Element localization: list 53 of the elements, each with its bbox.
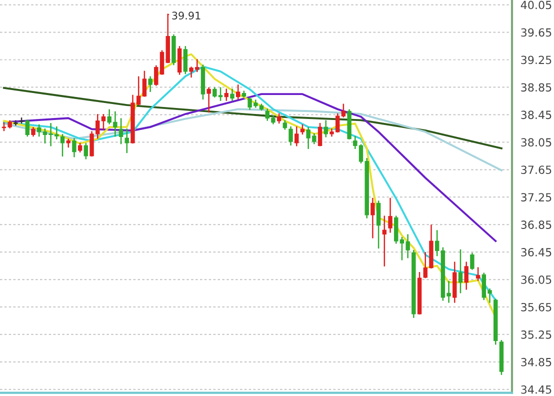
candlestick: [288, 126, 293, 146]
candlestick: [148, 76, 152, 92]
candlestick: [36, 124, 42, 137]
candlestick: [60, 134, 65, 157]
y-tick-label: 38.45: [521, 110, 552, 120]
y-tick-label: 35.25: [521, 330, 552, 339]
candlestick: [376, 200, 381, 249]
candlestick: [324, 120, 328, 138]
candlestick: [470, 252, 474, 270]
y-tick-label: 39.25: [521, 56, 552, 64]
y-tick-label: 37.65: [521, 166, 552, 174]
candlestick: [72, 138, 76, 158]
candlestick: [464, 262, 468, 290]
y-tick-label: 38.05: [521, 138, 552, 147]
line-series: [3, 86, 502, 150]
candlestick: [394, 216, 398, 244]
candlestick: [370, 198, 375, 238]
y-tick-label: 34.85: [521, 358, 552, 366]
candlestick: [101, 114, 106, 130]
candlestick: [124, 128, 129, 154]
candlestick: [353, 136, 358, 149]
candlestick: [434, 230, 440, 256]
candlestick: [25, 120, 30, 137]
candlestick: [14, 120, 18, 126]
candlestick: [230, 88, 234, 101]
candlestick: [388, 198, 392, 233]
y-tick-label: 38.85: [521, 83, 552, 92]
candlestick: [224, 88, 228, 101]
y-tick-label: 37.25: [521, 193, 552, 202]
y-tick-label: 34.45: [521, 385, 552, 394]
candlestick: [294, 126, 299, 146]
candlestick: [236, 84, 240, 100]
candlestick: [341, 104, 346, 118]
candlestick: [177, 46, 182, 75]
y-tick-label: 39.65: [521, 28, 552, 37]
candlestick: [183, 46, 188, 74]
y-tick-label: 36.45: [521, 248, 552, 256]
y-tick-label: 36.05: [521, 275, 552, 284]
candlestick: [142, 70, 147, 97]
candlestick: [66, 138, 70, 148]
line-series: [3, 108, 502, 172]
line-series: [3, 93, 497, 242]
candlestick: [458, 249, 463, 294]
y-tick-label: 35.65: [521, 302, 552, 312]
candlestick: [318, 122, 322, 146]
candlestick: [476, 267, 480, 281]
annotation: 39.91: [172, 12, 200, 20]
candlestick: [382, 216, 387, 266]
candlestick: [118, 118, 124, 144]
y-tick-label: 40.05: [520, 0, 552, 10]
candlestick: [84, 142, 88, 160]
candlestick: [206, 87, 211, 113]
y-tick-label: 36.85: [521, 220, 552, 229]
